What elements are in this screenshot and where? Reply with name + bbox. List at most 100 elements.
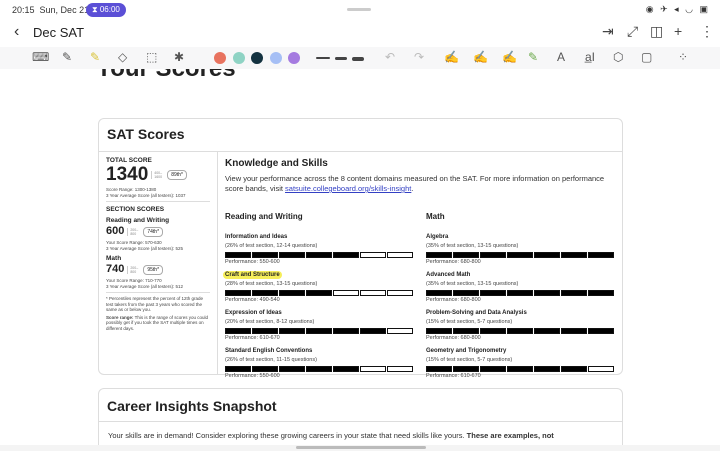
add-icon[interactable]: + [674,23,683,39]
performance-bar [225,252,413,258]
selection-icon[interactable]: ⬚ [146,50,158,64]
bar-segment-filled [225,366,251,372]
text-style-icon[interactable]: A [557,50,566,64]
score-range-note: Score range: This is the range of scores… [106,314,208,331]
bar-segment-filled [426,366,452,372]
math-percentile: 95th* [143,264,164,275]
bar-segment-empty [387,252,413,258]
domain-name: Expression of Ideas [225,310,282,316]
bar-segment-filled [588,252,614,258]
bar-segment-filled [333,328,359,334]
rw-range: 200–800 [127,227,141,236]
math-domains: Math Algebra (35% of test section, 13-15 q… [426,212,614,379]
domain-name: Problem-Solving and Data Analysis [426,310,527,316]
bar-segment-filled [252,252,278,258]
page-heading: Your Scores [96,69,236,83]
sat-scores-card: SAT Scores TOTAL SCORE 1340 400–1600 89th*… [98,118,623,379]
rw-domains: Reading and Writing Information and Ideas… [223,212,413,379]
bar-segment-filled [225,290,251,296]
thickness-thick[interactable] [352,57,364,61]
note-title: Dec SAT [33,25,85,40]
domain-performance: Performance: 610-670 [225,335,280,341]
bar-segment-filled [453,290,479,296]
bar-segment-filled [561,290,587,296]
total-score-label: TOTAL SCORE [106,157,152,164]
search-ink-icon[interactable]: ✍ [444,50,459,64]
highlighter-icon[interactable]: ✎ [90,50,101,64]
domain-performance: Performance: 550-600 [225,373,280,379]
math-range: 200–800 [127,265,141,274]
bar-segment-filled [588,328,614,334]
bar-segment-filled [426,252,452,258]
thickness-thin[interactable] [316,57,330,59]
performance-bar [225,366,413,372]
performance-bar [426,328,614,334]
bar-segment-empty [360,290,386,296]
color-swatch-blue[interactable] [270,52,282,64]
domain-name: Information and Ideas [225,234,288,240]
ai-pen-icon[interactable]: ✱ [174,50,185,64]
domain-weight: (15% of test section, 5-7 questions) [426,357,513,363]
bar-segment-empty [360,366,386,372]
domain-name: Algebra [426,234,449,240]
skills-insight-link[interactable]: satsuite.collegeboard.org/skills-insight [285,184,412,193]
grid-menu-icon[interactable]: ⁘ [678,50,689,64]
lock-page-icon[interactable]: ▢ [641,50,653,64]
bar-segment-filled [561,328,587,334]
thickness-medium[interactable] [335,57,347,60]
bar-segment-filled [561,366,587,372]
column-title: Math [426,212,445,221]
domain-item: Geometry and Trigonometry (15% of test se… [426,339,614,379]
eraser-icon[interactable]: ◇ [118,50,128,64]
color-swatch-red[interactable] [214,52,226,64]
career-title: Career Insights Snapshot [107,398,277,414]
rw-percentile: 74th* [143,226,164,237]
math-average: 3 Year Average Score (all testers): 512 [106,283,183,289]
shape-pen-icon[interactable]: ✍ [502,50,517,64]
bar-segment-filled [279,366,305,372]
skills-description: View your performance across the 8 conte… [225,174,605,193]
nav-handle[interactable] [0,445,720,451]
performance-bar [225,290,413,296]
bar-segment-filled [507,366,533,372]
color-swatch-teal[interactable] [233,52,245,64]
total-range: 400–1600 [151,171,165,179]
color-swatch-navy[interactable] [251,52,263,64]
export-icon[interactable]: ⇥ [602,23,614,39]
green-pen-icon[interactable]: ✎ [528,50,539,64]
undo-icon[interactable]: ↶ [385,50,396,64]
bar-segment-filled [426,328,452,334]
bar-segment-filled [333,252,359,258]
pen-icon[interactable]: ✎ [62,50,73,64]
drag-handle[interactable] [347,8,371,11]
score-summary: TOTAL SCORE 1340 400–1600 89th* Score Rang… [99,152,218,374]
bar-segment-filled [453,366,479,372]
bar-segment-filled [507,290,533,296]
bar-segment-empty [387,328,413,334]
domain-weight: (28% of test section, 13-15 questions) [225,281,318,287]
bar-segment-filled [279,328,305,334]
text-box-icon[interactable]: a̲I [585,50,596,64]
keyboard-icon[interactable]: ⌨ [32,50,50,64]
status-bar: 20:15 Sun, Dec 21 ⧗ 06:00 ◉ ✈ ◂ ◡ ▣ [0,0,720,20]
back-icon[interactable]: ‹ [14,23,20,40]
shapes-icon[interactable]: ⬡ [613,50,624,64]
bar-segment-filled [480,328,506,334]
more-icon[interactable]: ⋮ [700,23,714,39]
expand-icon[interactable]: ⤢ [627,23,639,39]
domain-item: Expression of Ideas (20% of test section,… [225,301,413,341]
total-score: 1340 [106,164,149,185]
domain-weight: (15% of test section, 5-7 questions) [426,319,513,325]
color-swatch-purple[interactable] [288,52,300,64]
domain-weight: (26% of test section, 12-14 questions) [225,243,318,249]
performance-bar [426,290,614,296]
timer-badge[interactable]: ⧗ 06:00 [86,3,126,17]
redo-icon[interactable]: ↷ [414,50,425,64]
lasso-icon[interactable]: ✍ [473,50,488,64]
book-view-icon[interactable]: ◫ [650,23,664,39]
domain-weight: (26% of test section, 11-15 questions) [225,357,317,363]
domain-weight: (35% of test section, 13-15 questions) [426,243,519,249]
domain-performance: Performance: 680-800 [426,297,481,303]
bar-segment-filled [279,290,305,296]
total-score-range: Score Range: 1300-1380 [106,187,157,192]
